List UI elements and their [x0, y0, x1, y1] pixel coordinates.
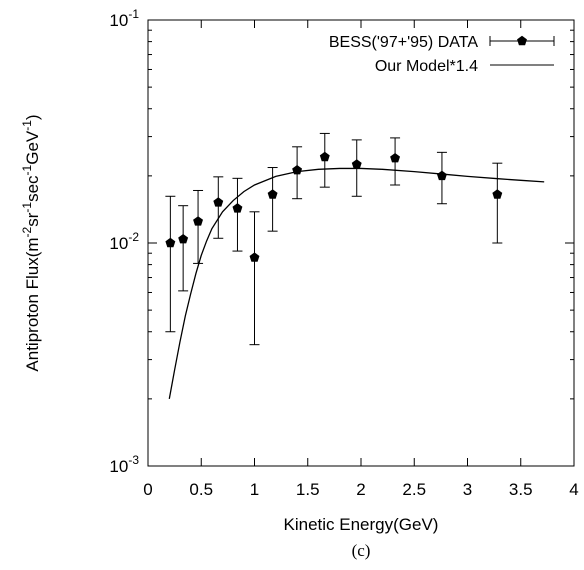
- data-point: [492, 189, 502, 198]
- data-point: [178, 234, 188, 243]
- data-point: [352, 159, 362, 168]
- data-point: [320, 152, 330, 161]
- plot-frame: [148, 20, 574, 466]
- x-tick-label: 2.5: [402, 480, 426, 499]
- data-point: [292, 165, 302, 174]
- data-point: [213, 197, 223, 206]
- x-tick-label: 4: [569, 480, 578, 499]
- y-tick-label: 10-3: [109, 453, 139, 476]
- y-axis-title-exp1: -2: [20, 226, 34, 237]
- y-axis-title-mid2: sec: [23, 175, 42, 202]
- model-line-group: [169, 168, 544, 398]
- x-tick-label: 2: [356, 480, 365, 499]
- y-axis-ticks: [148, 20, 574, 466]
- x-tick-label: 1.5: [296, 480, 320, 499]
- x-tick-label: 0: [143, 480, 152, 499]
- legend-sample-data: [490, 36, 554, 46]
- x-tick-label: 0.5: [189, 480, 213, 499]
- model-curve: [169, 168, 544, 398]
- y-tick-labels: 10-3 10-2 10-1: [109, 7, 139, 476]
- y-axis-title: Antiproton Flux(m-2sr-1sec-1GeV-1): [20, 114, 42, 371]
- data-point: [233, 203, 243, 212]
- data-point: [268, 189, 278, 198]
- legend: BESS('97+'95) DATA Our Model*1.4: [329, 34, 554, 75]
- y-axis-title-prefix: Antiproton Flux(m: [23, 237, 42, 371]
- y-axis-title-exp3: -1: [20, 164, 34, 175]
- error-bars: [165, 133, 502, 344]
- x-tick-labels: 0 0.5 1 1.5 2 2.5 3 3.5 4: [143, 480, 578, 499]
- legend-label-data: BESS('97+'95) DATA: [329, 34, 478, 51]
- y-tick-label: 10-2: [109, 230, 139, 253]
- y-axis-title-exp2: -1: [20, 202, 34, 213]
- x-axis-ticks: [148, 20, 574, 466]
- data-point: [193, 216, 203, 225]
- figure-caption: (c): [352, 541, 371, 560]
- y-axis-title-mid1: sr: [23, 212, 42, 227]
- y-axis-title-exp4: -1: [20, 120, 34, 131]
- y-tick-label: 10-1: [109, 7, 139, 30]
- legend-marker: [517, 36, 527, 45]
- y-axis-title-suffix: ): [23, 114, 42, 120]
- data-point: [165, 238, 175, 247]
- data-point: [437, 171, 447, 180]
- data-point: [250, 252, 260, 261]
- y-axis-title-mid3: GeV: [23, 130, 42, 165]
- legend-label-model: Our Model*1.4: [375, 58, 478, 75]
- x-tick-label: 3.5: [509, 480, 533, 499]
- x-axis-title: Kinetic Energy(GeV): [284, 515, 439, 534]
- x-tick-label: 3: [463, 480, 472, 499]
- data-point: [390, 153, 400, 162]
- x-tick-label: 1: [250, 480, 259, 499]
